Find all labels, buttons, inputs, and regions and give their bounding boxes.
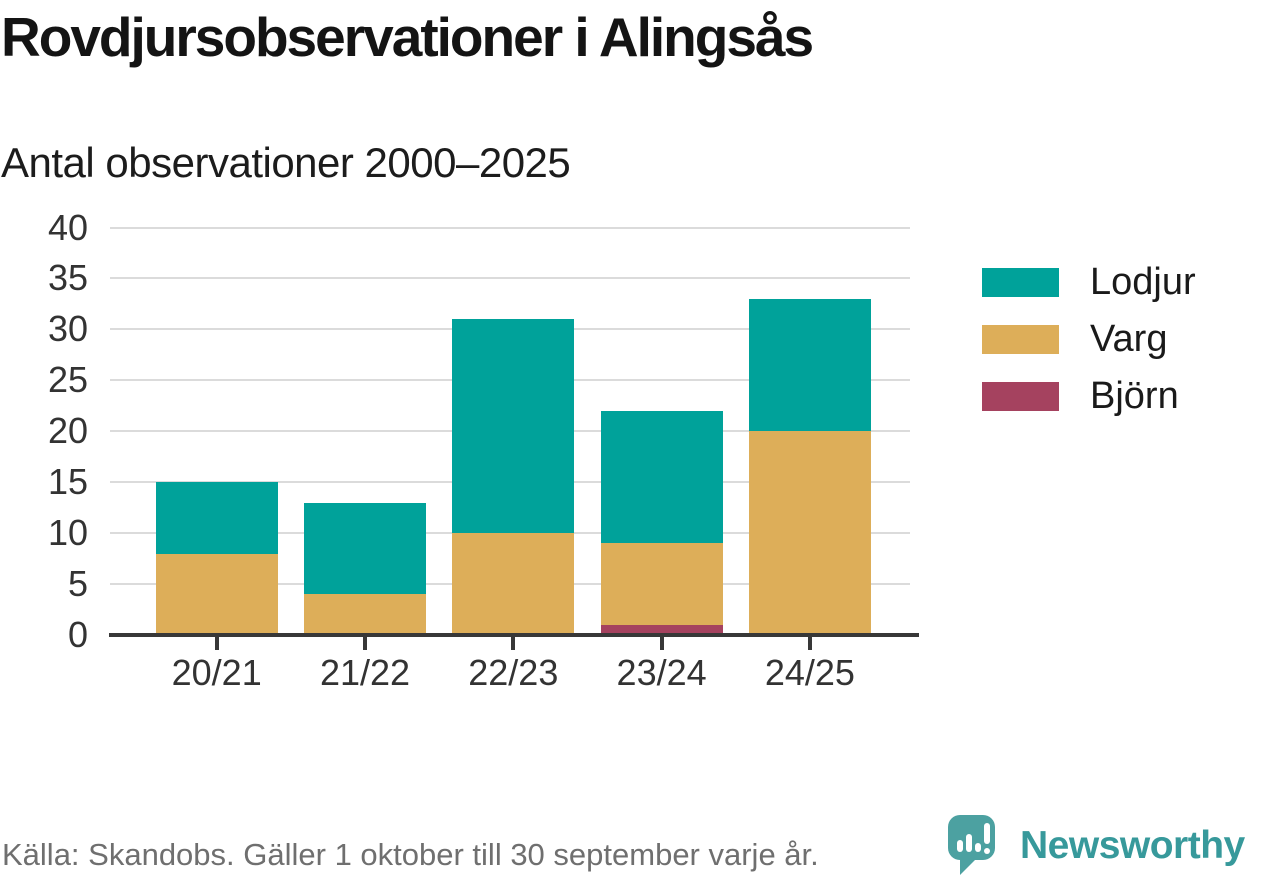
bar-segment-björn-23-24 <box>600 624 723 635</box>
chart-subtitle: Antal observationer 2000–2025 <box>1 139 571 186</box>
x-axis-tick <box>659 637 664 650</box>
logo-exclamation-icon <box>984 823 990 844</box>
gridline <box>110 226 910 229</box>
y-tick-label: 30 <box>47 308 88 350</box>
x-axis-tick <box>214 637 219 650</box>
newsworthy-logo-icon <box>948 815 995 875</box>
bar-segment-lodjur-23-24 <box>600 410 723 544</box>
chart-title: Rovdjursobservationer i Alingsås <box>1 6 814 68</box>
bar-segment-lodjur-20-21 <box>155 482 278 554</box>
bar-segment-lodjur-24-25 <box>748 298 871 432</box>
x-axis-line <box>109 633 919 637</box>
y-tick-label: 0 <box>67 614 88 655</box>
y-tick-label: 20 <box>47 410 88 452</box>
bar-segment-varg-21-22 <box>304 594 426 635</box>
bar-segment-lodjur-22-23 <box>452 319 575 534</box>
gridline <box>110 277 910 280</box>
newsworthy-wordmark: Newsworthy <box>1020 824 1245 867</box>
newsworthy-brand: Newsworthy <box>948 813 1262 879</box>
legend-swatch-björn <box>982 382 1059 411</box>
logo-chart-bar-icon <box>966 834 972 852</box>
y-tick-label: 5 <box>67 563 88 605</box>
legend-item-lodjur: Lodjur <box>982 261 1196 303</box>
y-tick-label: 15 <box>47 461 88 503</box>
legend-swatch-lodjur <box>982 268 1059 297</box>
y-tick-label: 40 <box>47 206 88 248</box>
y-tick-label: 10 <box>47 512 88 554</box>
bar-segment-varg-22-23 <box>452 533 575 635</box>
x-axis-tick <box>363 637 367 650</box>
bar-segment-varg-24-25 <box>748 431 871 635</box>
bar-segment-varg-20-21 <box>155 553 278 635</box>
logo-chart-bar-icon <box>957 840 963 852</box>
x-tick-label: 23/24 <box>616 652 707 693</box>
logo-bubble-tail <box>960 858 977 875</box>
bar-segment-varg-23-24 <box>600 543 723 625</box>
legend-swatch-varg <box>982 325 1059 354</box>
legend-label: Björn <box>1090 375 1179 417</box>
x-tick-label: 24/25 <box>764 652 855 693</box>
logo-chart-bar-icon <box>975 843 981 852</box>
source-note: Källa: Skandobs. Gäller 1 oktober till 3… <box>2 837 819 872</box>
legend-item-björn: Björn <box>982 375 1179 417</box>
bar-segment-lodjur-21-22 <box>304 502 426 595</box>
x-tick-label: 20/21 <box>171 652 262 693</box>
y-tick-label: 25 <box>47 359 88 401</box>
legend-item-varg: Varg <box>982 318 1168 360</box>
x-axis-tick <box>807 637 812 650</box>
legend-label: Varg <box>1090 318 1168 360</box>
y-tick-label: 35 <box>47 257 88 299</box>
x-tick-label: 22/23 <box>468 652 559 693</box>
logo-exclamation-dot-icon <box>984 848 990 854</box>
x-tick-label: 21/22 <box>319 652 411 693</box>
x-axis-tick <box>511 637 516 650</box>
legend-label: Lodjur <box>1090 261 1196 303</box>
